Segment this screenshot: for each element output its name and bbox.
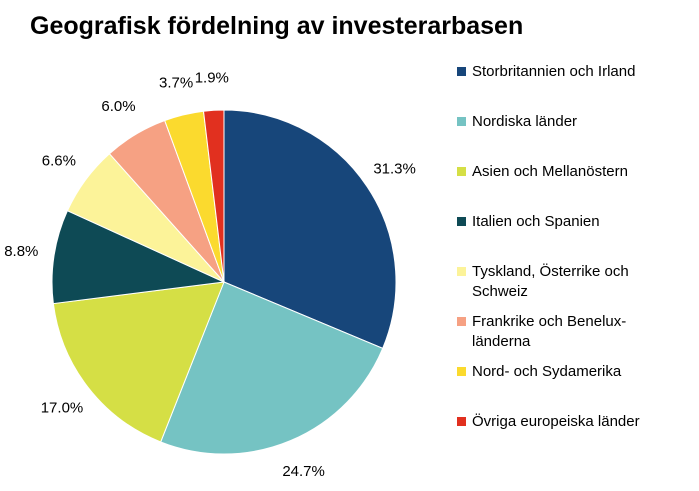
legend-swatch-2 [457,117,466,126]
legend-label-1: Storbritannien och Irland [472,63,636,80]
legend-label-7: Nord- och Sydamerika [472,363,622,380]
legend-label-5: Tyskland, Österrike och Schweiz [472,263,629,300]
legend-swatch-3 [457,167,466,176]
legend-item-2: Nordiska länder [457,112,697,132]
legend-item-8: Övriga europeiska länder [457,412,697,432]
legend-swatch-8 [457,417,466,426]
legend-swatch-6 [457,317,466,326]
legend-label-4: Italien och Spanien [472,213,600,230]
legend-swatch-4 [457,217,466,226]
legend-label-8: Övriga europeiska länder [472,413,640,430]
legend-swatch-1 [457,67,466,76]
data-label-6: 6.0% [101,98,135,115]
data-label-3: 17.0% [41,400,84,417]
legend-item-1: Storbritannien och Irland [457,62,697,82]
data-label-2: 24.7% [282,463,325,480]
legend-swatch-7 [457,367,466,376]
legend-item-4: Italien och Spanien [457,212,697,232]
data-label-7: 3.7% [159,75,193,92]
pie-slice-3 [52,281,225,443]
data-label-1: 31.3% [373,160,416,177]
pie-slice-1 [223,109,397,349]
legend-item-3: Asien och Mellanöstern [457,162,697,182]
legend-label-6: Frankrike och Benelux-länderna [472,313,627,350]
legend-label-3: Asien och Mellanöstern [472,163,628,180]
data-label-5: 6.6% [42,153,76,170]
pie-slice-8 [202,109,225,283]
legend-item-6: Frankrike och Benelux-länderna [457,312,697,352]
legend-item-5: Tyskland, Österrike och Schweiz [457,262,697,302]
legend-item-7: Nord- och Sydamerika [457,362,697,382]
chart-title: Geografisk fördelning av investerarbasen [30,12,524,40]
legend-swatch-5 [457,267,466,276]
pie-slice-4 [51,210,226,305]
data-label-8: 1.9% [195,69,229,86]
pie-slice-2 [160,281,384,455]
legend-label-2: Nordiska länder [472,113,578,130]
data-label-4: 8.8% [4,243,38,260]
